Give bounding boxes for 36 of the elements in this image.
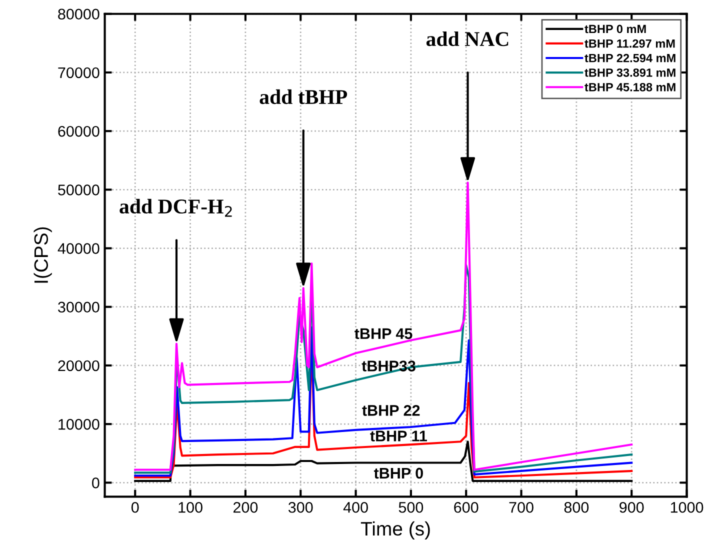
annotation: tBHP33 [362,360,416,372]
legend-label: tBHP 33.891 mM [584,68,676,77]
x-tick-label: 800 [564,502,589,513]
x-axis-title: Time (s) [360,521,430,540]
x-tick-label: 900 [620,502,644,513]
y-tick-label: 80000 [58,8,100,20]
annotation: tBHP 22 [362,405,420,416]
x-tick-label: 700 [509,502,534,513]
y-tick-label: 70000 [58,67,100,78]
legend-label: tBHP 45.188 mM [584,83,676,92]
y-axis-title: I(CPS) [34,227,52,283]
legend-label: tBHP 0 mM [584,24,646,34]
x-tick-label: 1000 [670,502,704,513]
y-tick-label: 60000 [58,126,100,137]
x-tick-label: 0 [131,502,139,513]
y-tick-label: 50000 [58,184,100,196]
x-tick-label: 200 [233,502,258,513]
legend-label: tBHP 11.297 mM [584,39,675,48]
x-tick-label: 100 [178,502,202,513]
x-tick-label: 500 [398,502,424,513]
annotation: tBHP 11 [370,430,427,442]
annotation: tBHP 45 [354,328,412,340]
y-tick-label: 10000 [58,418,100,430]
x-tick-label: 400 [343,502,368,513]
x-tick-label: 600 [454,502,478,513]
annotation: add NAC [426,31,508,46]
y-tick-label: 20000 [58,360,100,372]
legend-label: tBHP 22.594 mM [584,54,676,62]
x-tick-label: 300 [288,502,313,513]
annotation: tBHP 0 [374,468,423,479]
annotation: add tBHP [260,89,348,104]
y-tick-label: 30000 [58,302,100,313]
y-tick-label: 0 [92,478,100,488]
y-tick-label: 40000 [58,243,100,254]
annotation: add DCF-H$_{2}$ [120,198,232,217]
line-series [134,440,633,482]
